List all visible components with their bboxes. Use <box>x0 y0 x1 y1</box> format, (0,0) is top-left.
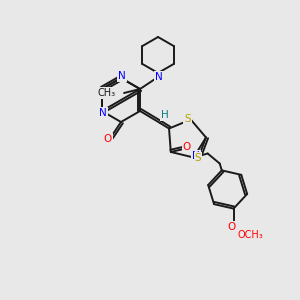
Text: S: S <box>195 154 201 164</box>
Text: OCH₃: OCH₃ <box>238 230 263 240</box>
Text: CH₃: CH₃ <box>98 88 116 98</box>
Text: S: S <box>184 114 191 124</box>
Text: N: N <box>192 152 200 161</box>
Text: O: O <box>227 222 236 232</box>
Text: O: O <box>183 142 191 152</box>
Text: N: N <box>118 71 126 81</box>
Text: N: N <box>99 108 107 118</box>
Text: H: H <box>161 110 169 120</box>
Text: O: O <box>104 134 112 144</box>
Text: N: N <box>155 72 163 82</box>
